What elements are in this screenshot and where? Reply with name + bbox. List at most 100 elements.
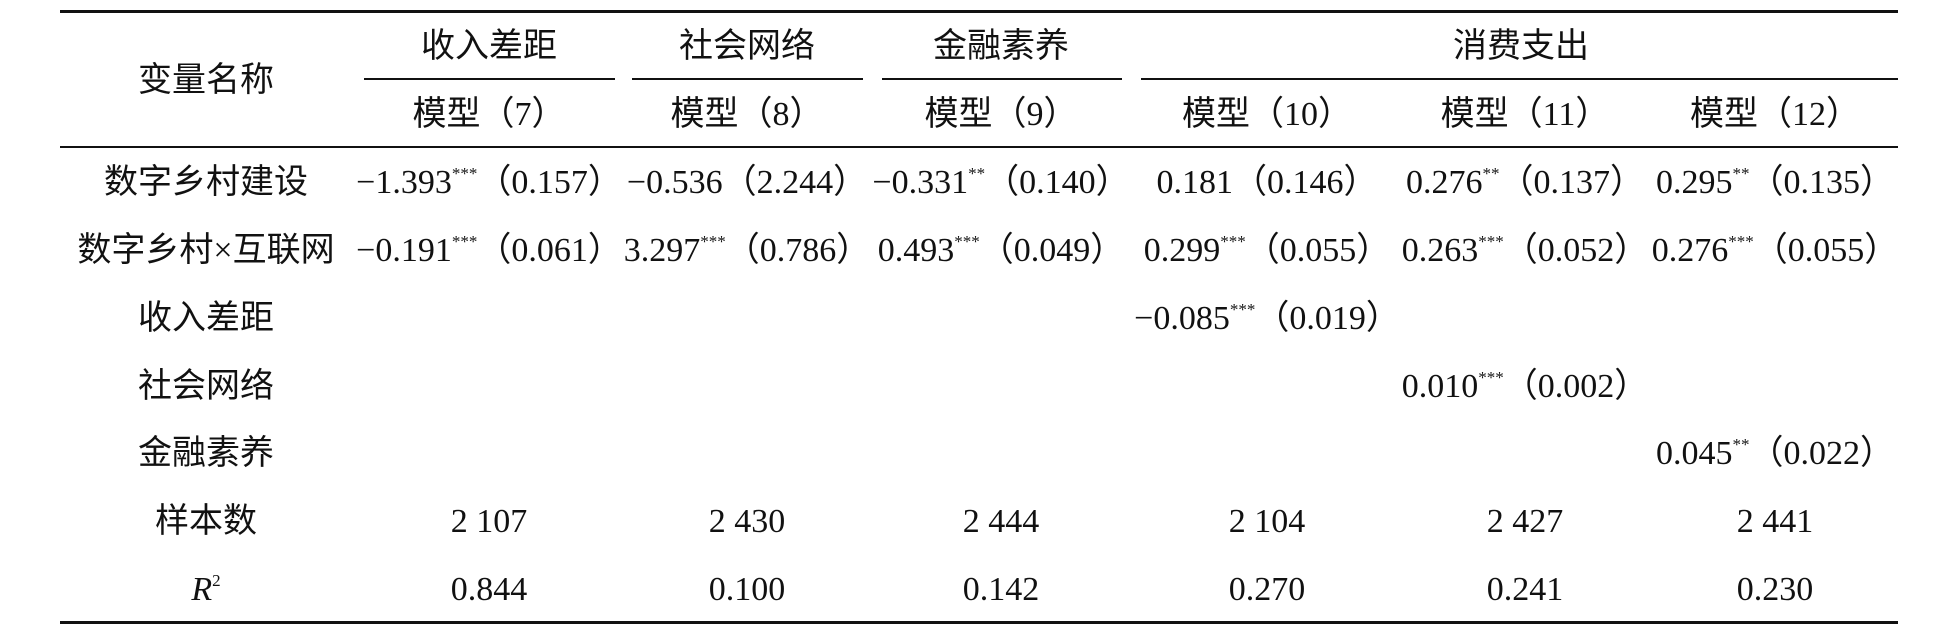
top-rule bbox=[60, 10, 1898, 13]
stars: ** bbox=[968, 164, 986, 183]
cell: 0.181（0.146） bbox=[1157, 166, 1378, 200]
cell: 0.270 bbox=[1229, 573, 1306, 607]
std-error: （0.002） bbox=[1503, 368, 1649, 405]
model-header: 模型（11） bbox=[1440, 96, 1610, 133]
std-error: （0.135） bbox=[1749, 164, 1895, 201]
coef: 0.295 bbox=[1656, 164, 1733, 201]
cell: 0.276***（0.055） bbox=[1651, 232, 1899, 269]
corner-header: 变量名称 bbox=[138, 62, 274, 99]
stars: *** bbox=[1478, 232, 1504, 251]
model-header: 模型（9） bbox=[924, 96, 1078, 133]
cell: 2 427 bbox=[1487, 505, 1564, 539]
stars: *** bbox=[1478, 368, 1504, 387]
group-rule bbox=[882, 78, 1122, 80]
model-header: 模型（7） bbox=[412, 96, 566, 133]
cell: 0.045**（0.022） bbox=[1656, 435, 1895, 472]
group-header: 金融素养 bbox=[933, 28, 1069, 65]
cell: −0.536（2.244） bbox=[627, 166, 867, 200]
coef: 2 104 bbox=[1228, 503, 1306, 540]
stars: ** bbox=[1482, 164, 1500, 183]
cell: 3.297***（0.786） bbox=[623, 232, 871, 269]
coef: 0.299 bbox=[1143, 232, 1221, 269]
row-label: 数字乡村建设 bbox=[104, 164, 308, 201]
cell: 2 430 bbox=[709, 505, 786, 539]
cell: −0.331**（0.140） bbox=[872, 164, 1130, 201]
cell: 0.010***（0.002） bbox=[1401, 368, 1649, 405]
coef: −0.191 bbox=[356, 232, 452, 269]
model-header: 模型（10） bbox=[1182, 96, 1352, 133]
stars: *** bbox=[1229, 300, 1256, 319]
std-error: （0.786） bbox=[725, 232, 871, 269]
coef: 0.010 bbox=[1401, 368, 1479, 405]
coef: 0.181 bbox=[1156, 164, 1234, 201]
cell: 0.142 bbox=[963, 573, 1040, 607]
coef: 3.297 bbox=[623, 232, 701, 269]
coef: 0.100 bbox=[708, 571, 786, 608]
std-error: （0.055） bbox=[1245, 232, 1391, 269]
std-error: （0.157） bbox=[477, 164, 622, 201]
std-error: （0.055） bbox=[1753, 232, 1899, 269]
coef: −0.331 bbox=[872, 164, 969, 201]
std-error: （0.137） bbox=[1499, 164, 1645, 201]
group-rule bbox=[364, 78, 615, 80]
row-label: 样本数 bbox=[155, 503, 257, 540]
model-header: 模型（12） bbox=[1690, 96, 1860, 133]
row-label: 收入差距 bbox=[138, 300, 274, 337]
row-label-text: R bbox=[191, 571, 213, 608]
std-error: （0.140） bbox=[985, 164, 1130, 201]
cell: 0.295**（0.135） bbox=[1656, 164, 1895, 201]
row-label: R2 bbox=[191, 571, 221, 608]
stars: *** bbox=[954, 232, 980, 251]
stars: *** bbox=[1220, 232, 1246, 251]
group-header: 社会网络 bbox=[679, 28, 815, 65]
stars: *** bbox=[451, 232, 478, 251]
row-label-sup: 2 bbox=[212, 571, 221, 590]
coef: 2 107 bbox=[450, 503, 528, 540]
stars: ** bbox=[1732, 164, 1750, 183]
coef: 2 444 bbox=[962, 503, 1040, 540]
std-error: （0.146） bbox=[1233, 164, 1378, 201]
std-error: （0.019） bbox=[1255, 300, 1400, 337]
cell: 2 104 bbox=[1229, 505, 1306, 539]
coef: −0.085 bbox=[1134, 300, 1230, 337]
coef: 0.276 bbox=[1651, 232, 1729, 269]
cell: 0.241 bbox=[1487, 573, 1564, 607]
coef: 0.045 bbox=[1656, 435, 1733, 472]
cell: −1.393***（0.157） bbox=[356, 164, 622, 201]
cell: 0.493***（0.049） bbox=[877, 232, 1125, 269]
row-label: 社会网络 bbox=[138, 368, 274, 405]
stars: ** bbox=[1732, 435, 1750, 454]
bottom-rule bbox=[60, 621, 1898, 624]
coef: 0.230 bbox=[1736, 571, 1814, 608]
cell: 0.230 bbox=[1737, 573, 1814, 607]
row-label: 数字乡村×互联网 bbox=[77, 232, 335, 269]
coef: 0.241 bbox=[1486, 571, 1564, 608]
cell: −0.085***（0.019） bbox=[1134, 300, 1400, 337]
coef: −1.393 bbox=[356, 164, 452, 201]
coef: 0.276 bbox=[1406, 164, 1483, 201]
group-header: 收入差距 bbox=[421, 28, 557, 65]
cell: −0.191***（0.061） bbox=[356, 232, 622, 269]
header-rule bbox=[60, 146, 1898, 148]
std-error: （0.022） bbox=[1749, 435, 1895, 472]
group-rule bbox=[1141, 78, 1898, 80]
group-rule bbox=[632, 78, 863, 80]
cell: 0.263***（0.052） bbox=[1401, 232, 1649, 269]
std-error: （0.052） bbox=[1503, 232, 1649, 269]
coef: 2 427 bbox=[1486, 503, 1564, 540]
stars: *** bbox=[700, 232, 726, 251]
coef: 0.493 bbox=[877, 232, 955, 269]
std-error: （2.244） bbox=[722, 164, 868, 201]
cell: 0.100 bbox=[709, 573, 786, 607]
cell: 0.844 bbox=[451, 573, 528, 607]
cell: 2 107 bbox=[451, 505, 528, 539]
coef: 2 441 bbox=[1736, 503, 1814, 540]
coef: 0.142 bbox=[962, 571, 1040, 608]
coef: 0.263 bbox=[1401, 232, 1479, 269]
stars: *** bbox=[451, 164, 478, 183]
model-header: 模型（8） bbox=[670, 96, 824, 133]
cell: 2 441 bbox=[1737, 505, 1814, 539]
std-error: （0.061） bbox=[477, 232, 622, 269]
coef: −0.536 bbox=[626, 164, 723, 201]
